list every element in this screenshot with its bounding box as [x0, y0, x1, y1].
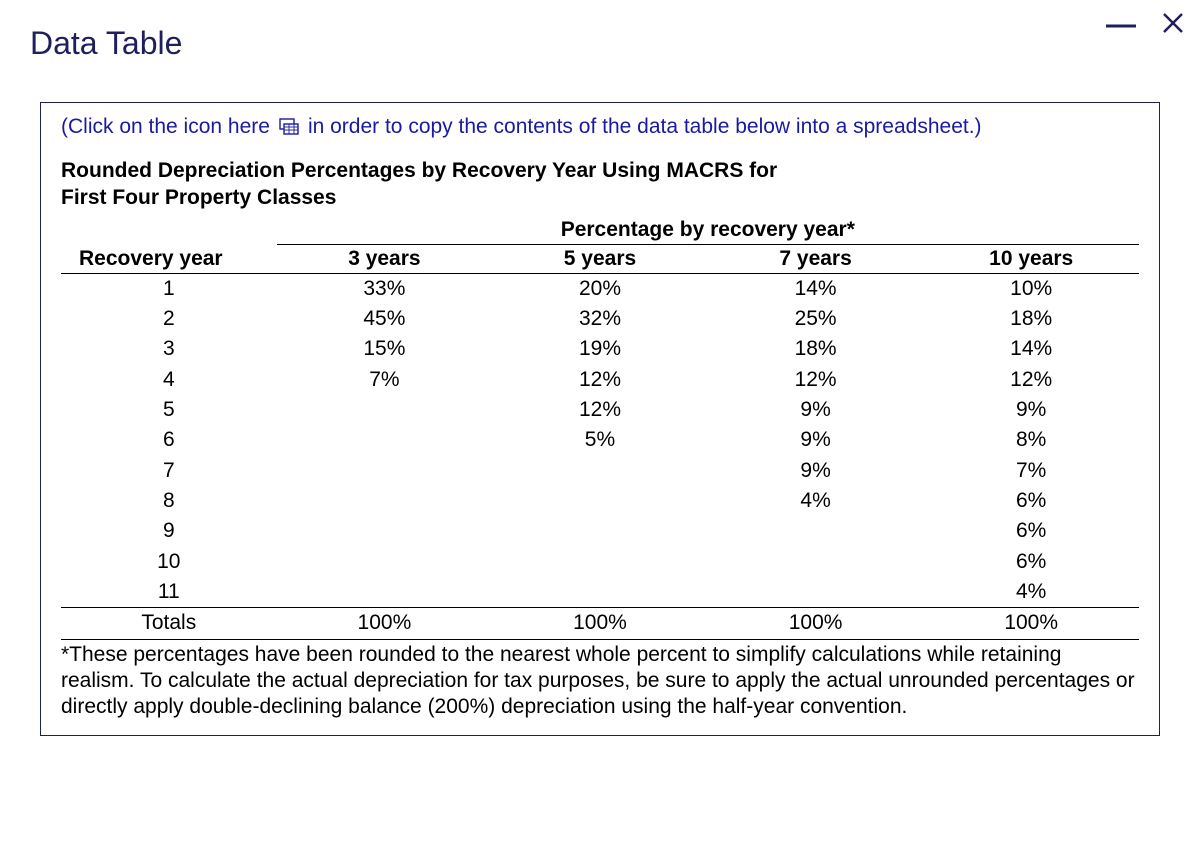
col-header-7years: 7 years: [708, 245, 924, 274]
table-row: 47%12%12%12%: [61, 365, 1139, 395]
group-header-row: Percentage by recovery year*: [61, 218, 1139, 245]
cell-y3: [277, 547, 493, 577]
cell-y10: 6%: [923, 547, 1139, 577]
close-icon[interactable]: [1161, 11, 1185, 40]
cell-recovery: 7: [61, 456, 277, 486]
cell-recovery: 1: [61, 273, 277, 304]
cell-y5: [492, 577, 708, 608]
cell-y3: [277, 516, 493, 546]
totals-cell-y7: 100%: [708, 608, 924, 639]
col-header-5years: 5 years: [492, 245, 708, 274]
copy-instruction: (Click on the icon here in order to copy…: [61, 115, 1139, 139]
cell-recovery: 4: [61, 365, 277, 395]
cell-y3: [277, 577, 493, 608]
cell-y7: 4%: [708, 486, 924, 516]
cell-y7: [708, 577, 924, 608]
cell-y7: [708, 547, 924, 577]
cell-y3: [277, 395, 493, 425]
cell-y5: 5%: [492, 425, 708, 455]
cell-recovery: 8: [61, 486, 277, 516]
table-title: Rounded Depreciation Percentages by Reco…: [61, 157, 1139, 212]
col-header-3years: 3 years: [277, 245, 493, 274]
cell-y7: 25%: [708, 304, 924, 334]
cell-y10: 6%: [923, 486, 1139, 516]
data-table-panel: (Click on the icon here in order to copy…: [40, 102, 1160, 736]
cell-y7: 14%: [708, 273, 924, 304]
cell-y5: 20%: [492, 273, 708, 304]
cell-y3: 15%: [277, 334, 493, 364]
cell-recovery: 11: [61, 577, 277, 608]
cell-y5: [492, 547, 708, 577]
cell-y5: [492, 486, 708, 516]
cell-y7: 12%: [708, 365, 924, 395]
cell-recovery: 6: [61, 425, 277, 455]
cell-y3: [277, 425, 493, 455]
cell-y7: [708, 516, 924, 546]
table-row: 10 6%: [61, 547, 1139, 577]
cell-y10: 12%: [923, 365, 1139, 395]
cell-y10: 4%: [923, 577, 1139, 608]
cell-y10: 18%: [923, 304, 1139, 334]
cell-y10: 9%: [923, 395, 1139, 425]
table-row: 7 9%7%: [61, 456, 1139, 486]
table-row: 8 4%6%: [61, 486, 1139, 516]
cell-recovery: 2: [61, 304, 277, 334]
totals-row: Totals100%100%100%100%: [61, 608, 1139, 639]
cell-y10: 8%: [923, 425, 1139, 455]
table-row: 245%32%25%18%: [61, 304, 1139, 334]
table-row: 133%20%14%10%: [61, 273, 1139, 304]
cell-y7: 9%: [708, 395, 924, 425]
instruction-prefix: (Click on the icon here: [61, 115, 270, 139]
table-row: 512%9%9%: [61, 395, 1139, 425]
cell-y5: 12%: [492, 395, 708, 425]
totals-cell-y10: 100%: [923, 608, 1139, 639]
cell-y5: [492, 516, 708, 546]
cell-y10: 10%: [923, 273, 1139, 304]
instruction-suffix: in order to copy the contents of the dat…: [308, 115, 982, 139]
cell-y10: 14%: [923, 334, 1139, 364]
cell-y5: 19%: [492, 334, 708, 364]
cell-y3: 7%: [277, 365, 493, 395]
cell-y10: 7%: [923, 456, 1139, 486]
cell-y3: 33%: [277, 273, 493, 304]
cell-y10: 6%: [923, 516, 1139, 546]
macrs-table: Recovery year 3 years 5 years 7 years 10…: [61, 245, 1139, 640]
totals-cell-y5: 100%: [492, 608, 708, 639]
window-controls: —: [1106, 10, 1185, 40]
column-header-row: Recovery year 3 years 5 years 7 years 10…: [61, 245, 1139, 274]
cell-y3: [277, 456, 493, 486]
cell-recovery: 10: [61, 547, 277, 577]
table-row: 11 4%: [61, 577, 1139, 608]
table-row: 6 5%9%8%: [61, 425, 1139, 455]
cell-recovery: 3: [61, 334, 277, 364]
page-title: Data Table: [0, 0, 1200, 62]
footnote: *These percentages have been rounded to …: [61, 642, 1139, 721]
cell-y7: 9%: [708, 425, 924, 455]
table-row: 9 6%: [61, 516, 1139, 546]
cell-y7: 18%: [708, 334, 924, 364]
cell-y5: 12%: [492, 365, 708, 395]
totals-cell-y3: 100%: [277, 608, 493, 639]
cell-y7: 9%: [708, 456, 924, 486]
cell-y3: [277, 486, 493, 516]
table-title-line2: First Four Property Classes: [61, 186, 336, 209]
group-header: Percentage by recovery year*: [277, 218, 1139, 245]
table-row: 315%19%18%14%: [61, 334, 1139, 364]
cell-recovery: 5: [61, 395, 277, 425]
cell-y5: [492, 456, 708, 486]
cell-recovery: 9: [61, 516, 277, 546]
totals-cell-recovery: Totals: [61, 608, 277, 639]
cell-y5: 32%: [492, 304, 708, 334]
col-header-recovery: Recovery year: [61, 245, 277, 274]
cell-y3: 45%: [277, 304, 493, 334]
table-title-line1: Rounded Depreciation Percentages by Reco…: [61, 159, 777, 182]
col-header-10years: 10 years: [923, 245, 1139, 274]
copy-icon[interactable]: [279, 118, 299, 136]
minimize-icon[interactable]: —: [1106, 10, 1136, 40]
